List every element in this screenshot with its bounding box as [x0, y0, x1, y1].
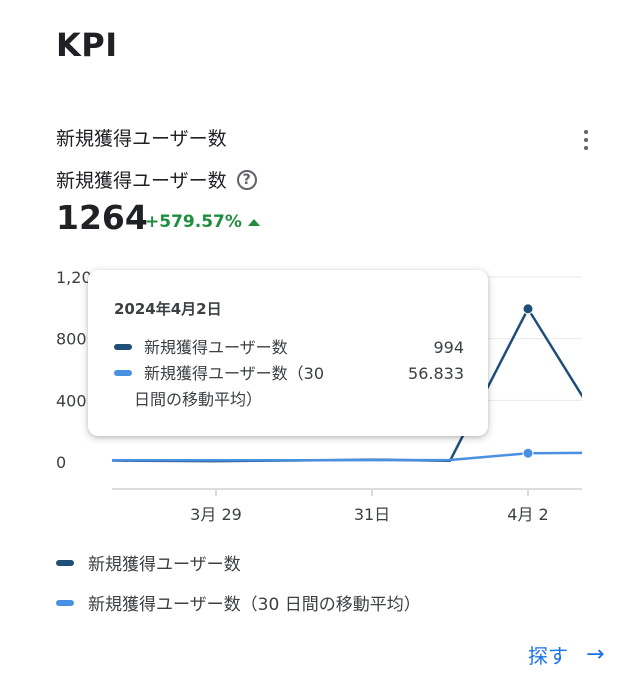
highlight-point-series2 [522, 447, 534, 459]
explore-label: 探す [528, 644, 568, 668]
series-line-2 [112, 451, 582, 462]
tooltip-series2-swatch [114, 370, 132, 376]
explore-link[interactable]: 探す → [528, 640, 604, 669]
card-title: 新規獲得ユーザー数 [56, 128, 227, 150]
tooltip-series2-name-cont: 日間の移動平均） [134, 390, 263, 409]
x-tick-label: 3月 29 [190, 505, 242, 524]
metric-value: 1264 [56, 198, 148, 237]
y-tick-label: 400 [56, 391, 87, 410]
legend-series2-label: 新規獲得ユーザー数（30 日間の移動平均） [88, 595, 421, 615]
more-options-icon[interactable] [574, 126, 598, 154]
x-tick-label: 31日 [354, 505, 390, 524]
arrow-right-icon: → [586, 642, 605, 667]
legend-series1-swatch [56, 559, 74, 566]
highlight-point-series1 [522, 303, 534, 315]
tooltip-date: 2024年4月2日 [114, 300, 222, 318]
x-tick-label: 4月 2 [507, 505, 548, 524]
y-tick-label: 800 [56, 330, 87, 349]
metric-title-label: 新規獲得ユーザー数 [56, 170, 227, 192]
help-icon[interactable]: ? [236, 169, 257, 190]
metric-change-label: +579.57% [145, 212, 242, 232]
legend-item-series1[interactable]: 新規獲得ユーザー数 [56, 550, 241, 575]
tooltip-series1-name: 新規獲得ユーザー数 [144, 338, 288, 357]
legend-item-series2[interactable]: 新規獲得ユーザー数（30 日間の移動平均） [56, 590, 421, 615]
trend-up-icon [247, 218, 260, 226]
legend-series2-swatch [56, 599, 74, 606]
page-title: KPI [56, 26, 118, 64]
y-tick-label: 0 [56, 453, 66, 472]
legend-series1-label: 新規獲得ユーザー数 [88, 555, 241, 575]
metric-change: +579.57% [145, 212, 260, 232]
tooltip-series1-swatch [114, 344, 132, 350]
tooltip-series2-name: 新規獲得ユーザー数（30 [144, 364, 325, 383]
metric-title: 新規獲得ユーザー数 ? [56, 166, 257, 193]
chart-tooltip: 2024年4月2日 新規獲得ユーザー数 994 新規獲得ユーザー数（30 56.… [88, 270, 488, 436]
tooltip-series1-value: 994 [433, 338, 464, 357]
tooltip-series2-value: 56.833 [408, 364, 464, 383]
